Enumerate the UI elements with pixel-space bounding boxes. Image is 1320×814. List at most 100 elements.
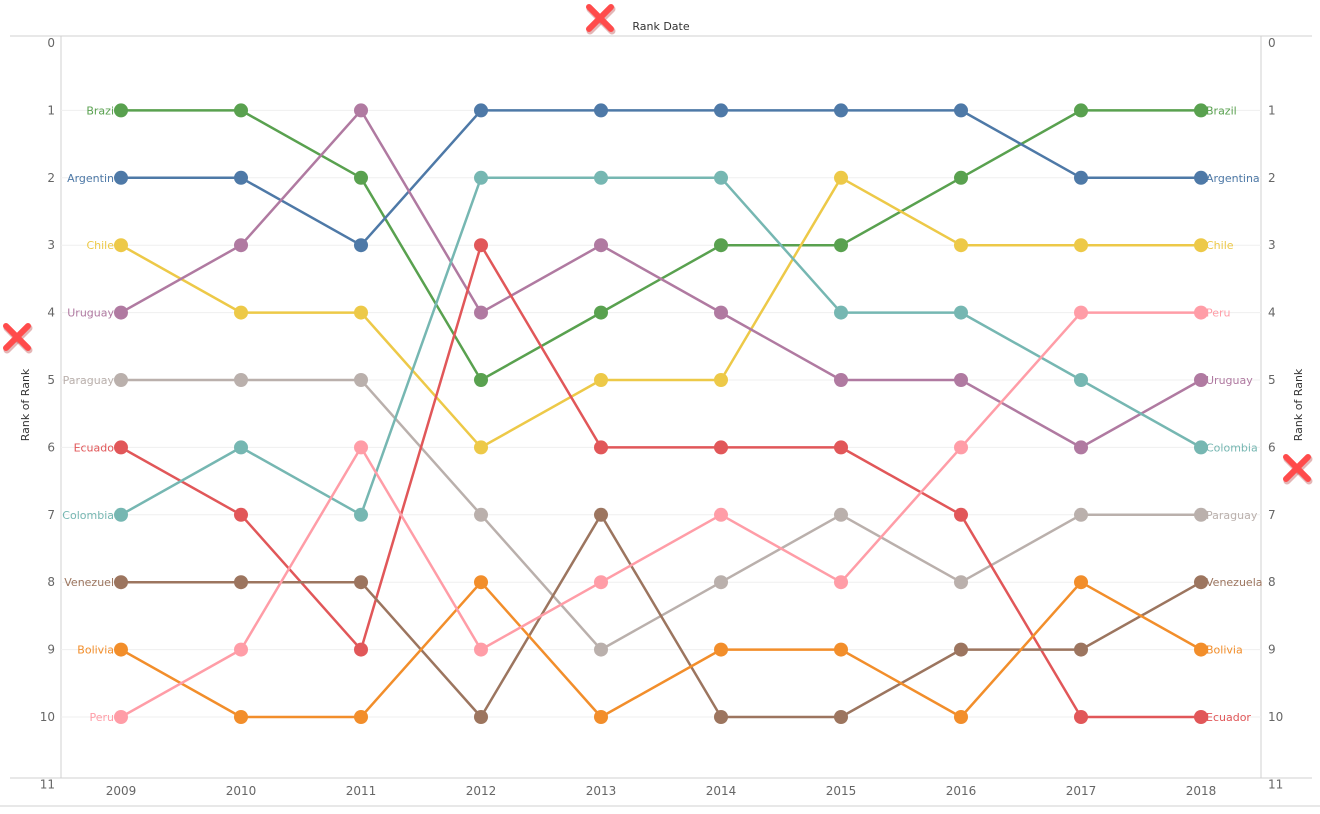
data-point-chile[interactable] [474, 440, 488, 455]
data-point-colombia[interactable] [834, 305, 848, 320]
data-point-uruguay[interactable] [474, 305, 488, 320]
data-point-peru[interactable] [474, 642, 488, 657]
data-point-brazil[interactable] [234, 103, 248, 118]
data-point-ecuador[interactable] [234, 507, 248, 522]
close-icon[interactable] [1283, 454, 1313, 485]
data-point-peru[interactable] [234, 642, 248, 657]
data-point-ecuador[interactable] [834, 440, 848, 455]
data-point-paraguay[interactable] [474, 507, 488, 522]
data-point-argentina[interactable] [714, 103, 728, 118]
close-icon[interactable] [586, 4, 616, 35]
data-point-brazil[interactable] [114, 103, 128, 118]
data-point-argentina[interactable] [1194, 170, 1208, 185]
data-point-peru[interactable] [354, 440, 368, 455]
data-point-brazil[interactable] [1194, 103, 1208, 118]
data-point-chile[interactable] [1074, 238, 1088, 253]
data-point-paraguay[interactable] [954, 575, 968, 590]
data-point-paraguay[interactable] [354, 373, 368, 387]
data-point-chile[interactable] [714, 373, 728, 387]
data-point-argentina[interactable] [474, 103, 488, 118]
data-point-chile[interactable] [114, 238, 128, 253]
data-point-colombia[interactable] [114, 507, 128, 522]
data-point-ecuador[interactable] [474, 238, 488, 253]
data-point-colombia[interactable] [1074, 373, 1088, 387]
data-point-brazil[interactable] [1074, 103, 1088, 118]
data-point-bolivia[interactable] [474, 575, 488, 590]
data-point-paraguay[interactable] [1194, 507, 1208, 522]
data-point-chile[interactable] [594, 373, 608, 387]
data-point-venezuela[interactable] [1194, 575, 1208, 590]
data-point-venezuela[interactable] [1074, 642, 1088, 657]
data-point-argentina[interactable] [954, 103, 968, 118]
data-point-colombia[interactable] [594, 170, 608, 185]
data-point-venezuela[interactable] [114, 575, 128, 590]
data-point-venezuela[interactable] [354, 575, 368, 590]
data-point-paraguay[interactable] [834, 507, 848, 522]
data-point-chile[interactable] [1194, 238, 1208, 253]
data-point-uruguay[interactable] [1074, 440, 1088, 455]
data-point-ecuador[interactable] [1074, 710, 1088, 724]
data-point-peru[interactable] [954, 440, 968, 455]
data-point-paraguay[interactable] [714, 575, 728, 590]
data-point-bolivia[interactable] [234, 710, 248, 724]
data-point-argentina[interactable] [354, 238, 368, 253]
data-point-chile[interactable] [234, 305, 248, 320]
data-point-chile[interactable] [354, 305, 368, 320]
data-point-colombia[interactable] [714, 170, 728, 185]
data-point-paraguay[interactable] [114, 373, 128, 387]
data-point-brazil[interactable] [594, 305, 608, 320]
data-point-peru[interactable] [1074, 305, 1088, 320]
data-point-venezuela[interactable] [474, 710, 488, 724]
data-point-venezuela[interactable] [594, 507, 608, 522]
data-point-argentina[interactable] [114, 170, 128, 185]
data-point-colombia[interactable] [1194, 440, 1208, 455]
data-point-venezuela[interactable] [834, 710, 848, 724]
data-point-peru[interactable] [594, 575, 608, 590]
data-point-brazil[interactable] [354, 170, 368, 185]
data-point-ecuador[interactable] [594, 440, 608, 455]
data-point-colombia[interactable] [354, 507, 368, 522]
data-point-bolivia[interactable] [594, 710, 608, 724]
data-point-argentina[interactable] [834, 103, 848, 118]
data-point-argentina[interactable] [1074, 170, 1088, 185]
data-point-uruguay[interactable] [234, 238, 248, 253]
data-point-brazil[interactable] [714, 238, 728, 253]
data-point-ecuador[interactable] [714, 440, 728, 455]
data-point-uruguay[interactable] [954, 373, 968, 387]
data-point-ecuador[interactable] [114, 440, 128, 455]
data-point-paraguay[interactable] [1074, 507, 1088, 522]
data-point-ecuador[interactable] [354, 642, 368, 657]
data-point-uruguay[interactable] [594, 238, 608, 253]
data-point-colombia[interactable] [234, 440, 248, 455]
data-point-peru[interactable] [714, 507, 728, 522]
data-point-venezuela[interactable] [714, 710, 728, 724]
data-point-peru[interactable] [114, 710, 128, 724]
data-point-bolivia[interactable] [954, 710, 968, 724]
data-point-colombia[interactable] [954, 305, 968, 320]
data-point-bolivia[interactable] [354, 710, 368, 724]
data-point-uruguay[interactable] [1194, 373, 1208, 387]
data-point-argentina[interactable] [234, 170, 248, 185]
data-point-bolivia[interactable] [1194, 642, 1208, 657]
data-point-paraguay[interactable] [594, 642, 608, 657]
data-point-bolivia[interactable] [834, 642, 848, 657]
data-point-venezuela[interactable] [234, 575, 248, 590]
data-point-bolivia[interactable] [714, 642, 728, 657]
data-point-bolivia[interactable] [114, 642, 128, 657]
data-point-colombia[interactable] [474, 170, 488, 185]
data-point-brazil[interactable] [954, 170, 968, 185]
data-point-argentina[interactable] [594, 103, 608, 118]
data-point-chile[interactable] [834, 170, 848, 185]
data-point-brazil[interactable] [474, 373, 488, 387]
data-point-uruguay[interactable] [714, 305, 728, 320]
data-point-peru[interactable] [1194, 305, 1208, 320]
data-point-chile[interactable] [954, 238, 968, 253]
data-point-uruguay[interactable] [834, 373, 848, 387]
data-point-uruguay[interactable] [354, 103, 368, 118]
data-point-venezuela[interactable] [954, 642, 968, 657]
data-point-paraguay[interactable] [234, 373, 248, 387]
close-icon[interactable] [3, 323, 33, 354]
data-point-brazil[interactable] [834, 238, 848, 253]
data-point-uruguay[interactable] [114, 305, 128, 320]
data-point-bolivia[interactable] [1074, 575, 1088, 590]
